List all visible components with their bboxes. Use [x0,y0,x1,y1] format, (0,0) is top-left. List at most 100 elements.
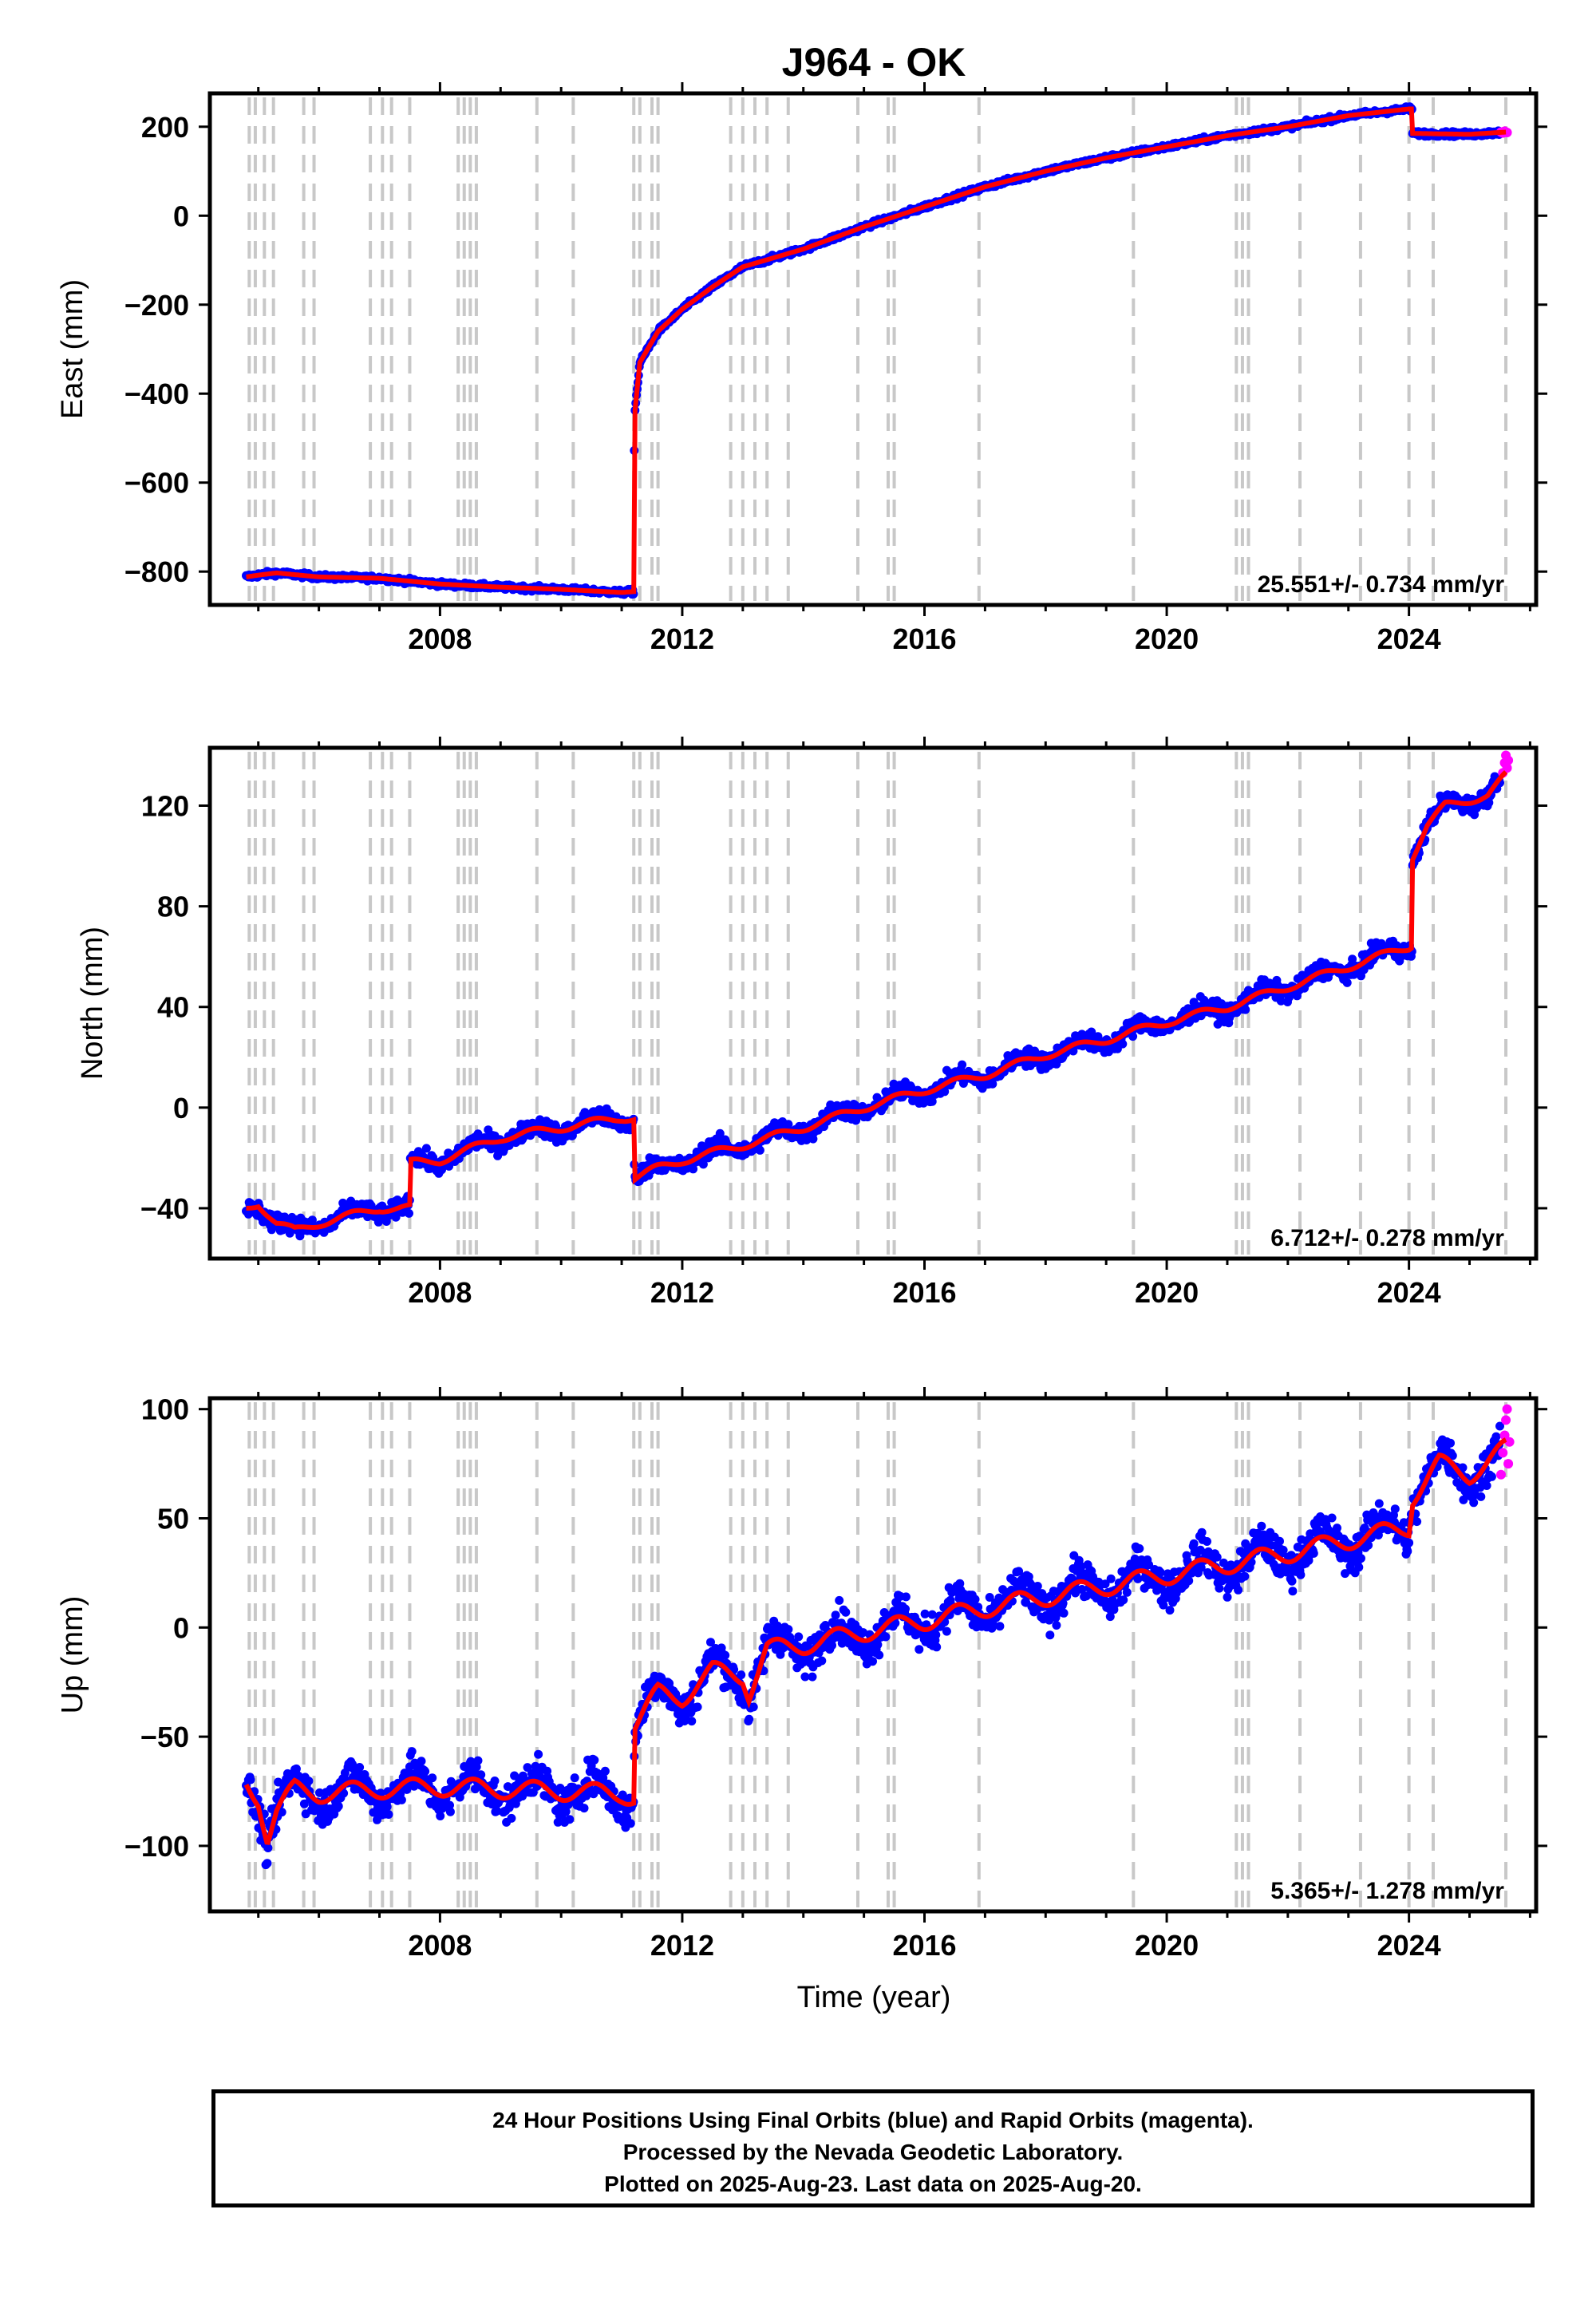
data-point [429,1152,438,1162]
x-tick-label: 2020 [1135,622,1199,655]
y-tick-label: −400 [124,377,189,410]
data-point [784,1625,793,1634]
data-point [490,1777,500,1785]
y-tick-label: −40 [140,1192,189,1225]
data-point [927,1610,937,1619]
rapid-point [1503,755,1514,765]
y-axis-label: East (mm) [56,279,89,419]
data-point [831,1611,840,1620]
data-point [626,1819,635,1828]
data-point [507,1813,516,1823]
data-point [881,1632,891,1642]
y-tick-label: −600 [124,467,189,500]
x-tick-label: 2024 [1377,622,1441,655]
y-tick-label: 80 [157,891,189,923]
data-point [841,1607,851,1617]
data-point [382,1802,392,1812]
data-point [473,1756,483,1765]
data-point [1045,1630,1055,1640]
data-point [1135,1543,1144,1553]
data-point [397,1795,406,1804]
data-point [421,1144,431,1153]
y-axis-label: North (mm) [76,927,109,1080]
data-point [445,1807,455,1816]
y-tick-label: 0 [173,200,189,232]
data-point [715,1128,725,1138]
data-point [417,1757,426,1766]
data-point [534,1749,543,1759]
data-point [693,1702,702,1712]
data-point [958,1060,967,1069]
data-point [1059,1608,1069,1618]
data-point [784,1120,793,1129]
data-point [263,1859,272,1868]
data-point [1241,1005,1250,1014]
panels-group: 2008 2012 2016 2020 2024−800−600−400−2000200… [56,82,1547,1962]
data-point [721,1650,730,1660]
data-point [600,1766,610,1776]
data-point [995,1622,1005,1631]
data-point [246,1775,255,1784]
data-point [565,1815,575,1824]
y-tick-label: −200 [124,289,189,322]
data-point [1342,978,1352,987]
data-point [737,1670,746,1680]
data-point [1119,1595,1128,1605]
x-tick-label: 2016 [892,1276,956,1309]
final-orbit-points [242,1421,1504,1870]
rate-annotation: 6.712+/- 0.278 mm/yr [1270,1225,1504,1251]
data-point [407,1747,417,1757]
data-point [1133,1574,1143,1583]
data-point [932,1642,942,1652]
data-point [794,1632,804,1642]
data-point [808,1672,817,1682]
final-orbit-points [242,772,1504,1241]
data-point [745,1714,754,1724]
data-point [570,1773,579,1783]
x-tick-label: 2008 [408,622,472,655]
data-point [901,1604,910,1614]
data-point [405,1208,413,1218]
data-point [942,1626,951,1636]
data-point [421,1767,430,1777]
data-point [334,1801,343,1811]
y-tick-label: 40 [157,991,189,1024]
data-point [817,1656,827,1666]
x-tick-label: 2020 [1135,1276,1199,1309]
x-tick-label: 2008 [408,1276,472,1309]
data-point [687,1717,697,1726]
data-point [590,1755,599,1765]
data-point [915,1645,924,1654]
data-point [1052,1621,1061,1630]
data-point [901,1592,911,1602]
data-point [835,1595,844,1605]
data-point [579,1804,589,1813]
data-point [875,1650,884,1660]
data-point [436,1812,445,1820]
x-tick-label: 2016 [892,622,956,655]
y-tick-label: 0 [173,1092,189,1124]
model-fit-line [246,106,1507,595]
data-point [473,1129,483,1139]
data-point [698,1160,708,1169]
data-point [689,1164,698,1174]
data-point [755,1145,764,1155]
data-point [1106,1574,1116,1583]
data-point [263,1844,273,1852]
plot-frame [207,91,1539,607]
panel-east: 2008 2012 2016 2020 2024−800−600−400−2000200… [56,82,1547,655]
data-point [1122,1587,1132,1597]
data-point [355,1763,365,1772]
data-point [304,1777,314,1786]
y-tick-label: 120 [141,790,189,823]
rate-annotation: 25.551+/- 0.734 mm/yr [1258,571,1505,598]
data-point [428,1773,437,1783]
y-tick-label: −800 [124,555,189,588]
data-point [1118,1039,1128,1049]
data-point [970,1595,980,1604]
data-point [384,1810,393,1819]
x-tick-label: 2012 [650,1276,714,1309]
